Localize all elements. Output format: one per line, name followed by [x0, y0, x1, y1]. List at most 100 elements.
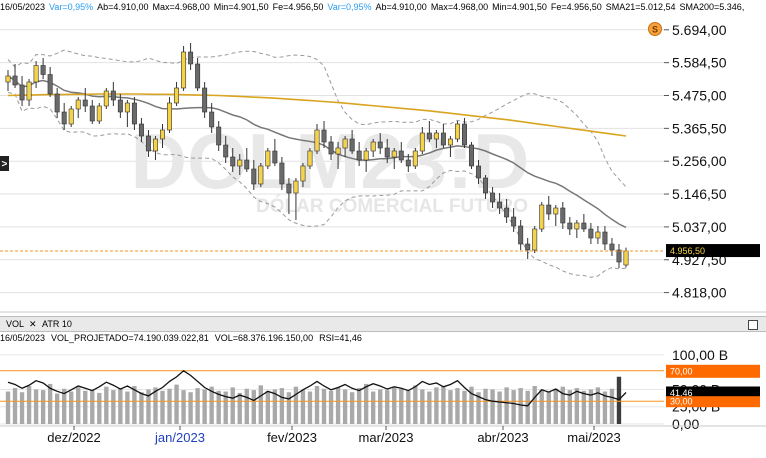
- volume-stats: 16/05/2023 VOL_PROJETADO=74.190.039.022,8…: [0, 332, 766, 344]
- candle-body: [623, 250, 629, 266]
- header-field: Var=0,95%: [49, 2, 94, 12]
- volume-bar: [518, 388, 523, 424]
- volume-bar: [286, 392, 292, 424]
- volume-bar: [371, 391, 376, 424]
- volume-bar: [385, 390, 390, 424]
- candle-body: [504, 207, 510, 218]
- candle-body: [61, 111, 67, 125]
- candle-body: [447, 138, 453, 146]
- s-badge-glyph: S: [652, 25, 658, 35]
- candle-body: [5, 75, 11, 83]
- volume-bar: [265, 390, 271, 424]
- rsi-upper-label: 70,00: [670, 366, 693, 376]
- candlesticks: [5, 43, 629, 268]
- tab-vol[interactable]: VOL: [6, 319, 25, 329]
- candle-body: [511, 216, 517, 227]
- candle-body: [539, 204, 545, 230]
- volume-bar: [469, 386, 474, 424]
- candle-body: [321, 129, 327, 143]
- bollinger-upper: [7, 49, 627, 188]
- candle-body: [462, 123, 467, 146]
- candle-body: [546, 204, 552, 215]
- volume-bar: [392, 386, 397, 424]
- volume-bar: [104, 386, 109, 424]
- volume-bar: [293, 386, 299, 424]
- volume-tick-label: 100,00 B: [672, 347, 728, 363]
- candle-body: [377, 141, 383, 149]
- volume-bar: [272, 389, 278, 424]
- volume-bar: [19, 392, 25, 424]
- volume-bar: [356, 388, 362, 424]
- chevron-right-icon: >: [2, 159, 8, 170]
- rsi-lower-label: 30,00: [670, 397, 693, 407]
- price-tick-label: 5.037,00: [672, 219, 727, 235]
- collapse-panel-button[interactable]: [0, 156, 9, 171]
- volume-bar: [132, 386, 137, 424]
- volume-bar: [490, 389, 495, 424]
- volume-bar: [483, 388, 488, 424]
- month-label: mai/2023: [567, 430, 620, 445]
- candle-body: [258, 165, 264, 185]
- candle-body: [581, 222, 587, 230]
- candle-body: [103, 90, 109, 107]
- volume-bar: [62, 388, 67, 424]
- candle-body: [532, 228, 538, 251]
- candle-body: [237, 159, 243, 167]
- candle-body: [153, 138, 158, 152]
- volume-bar: [441, 386, 446, 424]
- volume-bar: [139, 392, 144, 424]
- candle-body: [426, 132, 432, 140]
- s-badge-icon[interactable]: [648, 22, 662, 36]
- volume-bar: [539, 389, 544, 424]
- candle-body: [89, 105, 95, 122]
- candle-body: [251, 168, 257, 185]
- price-axis: 5.694,00 5.584,50 5.475,00 5.365,50 5.256,00…: [664, 22, 727, 301]
- candle-body: [405, 159, 411, 167]
- header-field: Max=4.968,00: [152, 2, 210, 12]
- candle-body: [384, 147, 390, 158]
- close-icon[interactable]: ✕: [29, 319, 37, 329]
- candle-body: [440, 132, 446, 146]
- volume-bar: [567, 390, 572, 424]
- volume-bar: [111, 390, 116, 424]
- candle-body: [117, 99, 123, 113]
- rsi-current-label: 41,46: [670, 388, 693, 398]
- volume-bar: [595, 387, 601, 424]
- rsi-value: RSI=41,46: [319, 333, 362, 343]
- bollinger-bands: [7, 49, 627, 278]
- maximize-icon[interactable]: [748, 320, 758, 330]
- candle-body: [40, 65, 46, 75]
- volume-bar: [497, 391, 502, 424]
- candle-body: [244, 159, 250, 170]
- candle-body: [145, 135, 151, 152]
- price-tick-label: 5.584,50: [672, 55, 727, 71]
- candle-body: [342, 138, 348, 149]
- volume-bar: [525, 390, 530, 424]
- volume-bar: [448, 390, 453, 424]
- candle-body: [476, 165, 481, 179]
- rsi-line: [7, 369, 627, 407]
- volume-bar: [181, 390, 186, 424]
- candle-body: [279, 162, 285, 185]
- volume-bar: [258, 385, 263, 424]
- volume-bar: [399, 388, 404, 424]
- header-field: Max=4.968,00: [430, 2, 489, 12]
- volume-bar: [602, 391, 608, 424]
- volume-bar: [40, 390, 46, 424]
- candle-body: [300, 165, 306, 182]
- header-field: Fe=4.956,50: [272, 2, 324, 12]
- volume-bar: [160, 390, 165, 424]
- volume-bar: [202, 389, 207, 424]
- header-field: Min=4.901,50: [213, 2, 269, 12]
- volume-bar: [553, 388, 558, 424]
- header-field: Var=0,95%: [327, 2, 372, 12]
- candle-body: [454, 123, 460, 140]
- vol-stats-date: 16/05/2023: [0, 333, 46, 343]
- volume-bar: [33, 389, 39, 424]
- volume-bars: [5, 376, 622, 424]
- candle-body: [483, 177, 489, 194]
- header-field: Fe=4.956,50: [550, 2, 602, 12]
- tab-atr[interactable]: ATR 10: [42, 319, 72, 329]
- rsi-current-marker: [666, 386, 760, 399]
